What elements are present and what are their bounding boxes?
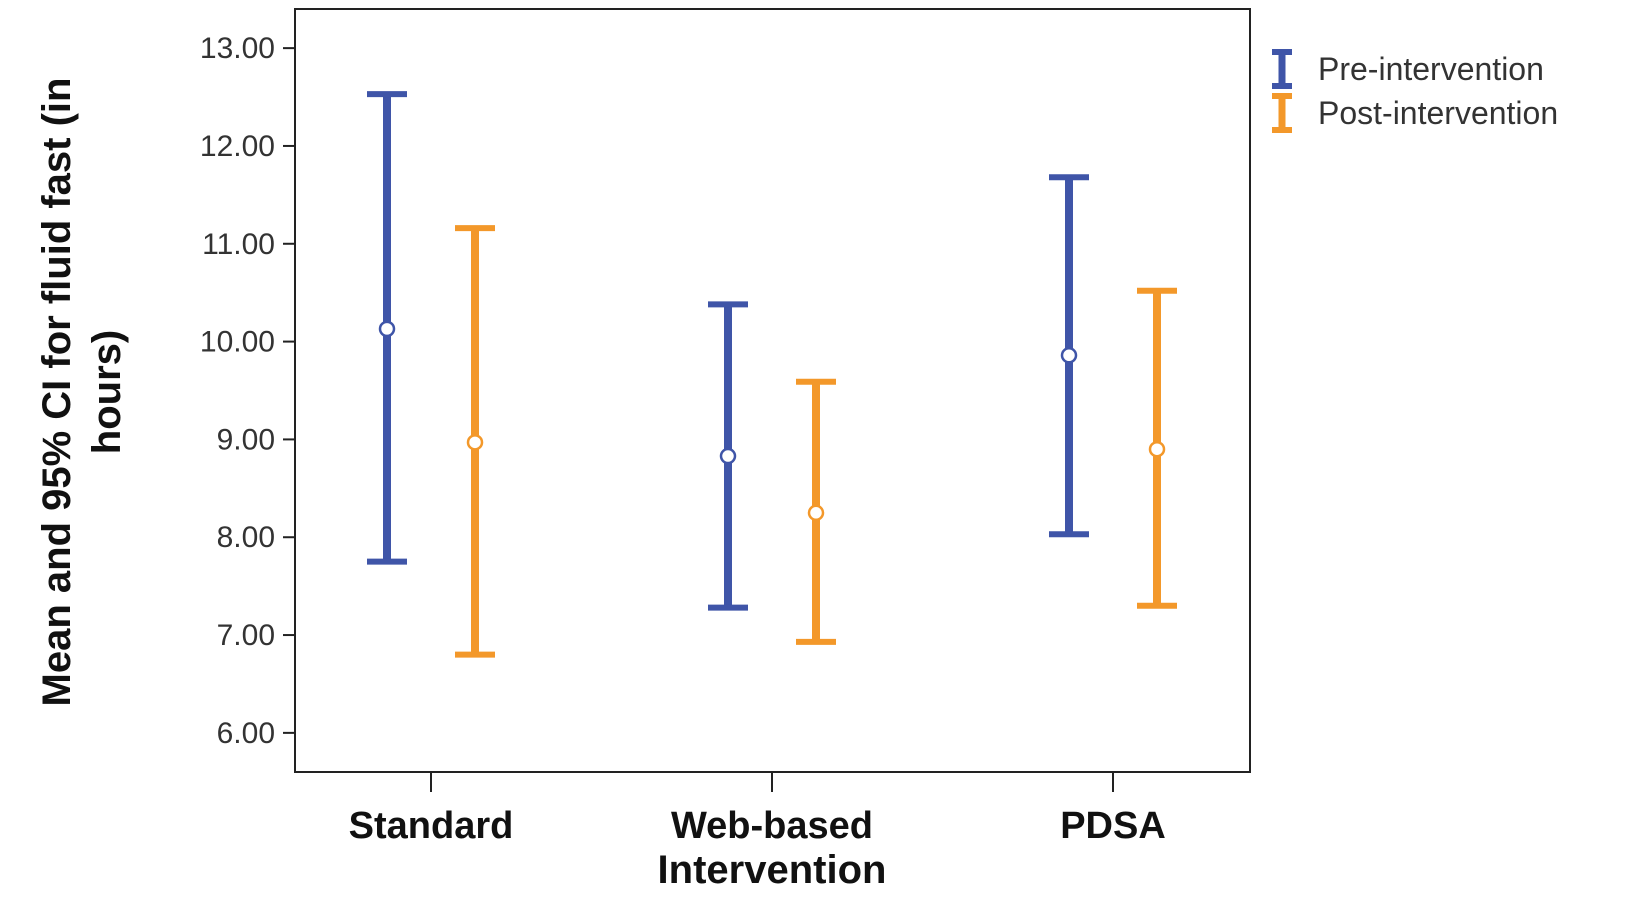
y-axis-title-line-2: hours) [85, 330, 129, 454]
mean-point [1060, 347, 1078, 364]
y-tick-label: 12.00 [200, 130, 275, 163]
x-tick-label: PDSA [1060, 805, 1166, 847]
legend-label: Post-intervention [1318, 95, 1558, 131]
error-bar-post-2 [1137, 287, 1177, 609]
legend-item-post: Post-intervention [1272, 93, 1558, 133]
y-tick-label: 10.00 [200, 326, 275, 359]
mean-point [807, 504, 825, 522]
error-bar-pre-0 [367, 91, 407, 565]
y-tick-label: 9.00 [217, 423, 275, 456]
legend: Pre-intervention Post-intervention [1272, 49, 1558, 133]
y-axis: 6.00 7.00 8.00 9.00 10.00 11.00 12.00 13.00 [200, 32, 295, 750]
y-tick-label: 6.00 [217, 717, 275, 750]
y-tick-label: 13.00 [200, 32, 275, 65]
y-tick-label: 8.00 [217, 521, 275, 554]
error-bar-post-1 [796, 378, 836, 645]
error-bars [367, 91, 1177, 658]
x-axis: Standard Web-based PDSA [349, 772, 1166, 847]
x-tick-label: Web-based [671, 805, 873, 847]
y-axis-title: Mean and 95% CI for fluid fast (in hours… [35, 78, 129, 707]
x-axis-title: Intervention [658, 848, 887, 892]
error-bar-pre-2 [1049, 174, 1089, 538]
legend-item-pre: Pre-intervention [1272, 49, 1544, 89]
error-bar-post-0 [455, 225, 495, 658]
y-tick-label: 7.00 [217, 619, 275, 652]
legend-label: Pre-intervention [1318, 51, 1544, 87]
y-axis-title-line-1: Mean and 95% CI for fluid fast (in [35, 78, 79, 707]
x-tick-label: Standard [349, 805, 514, 847]
mean-point [378, 320, 396, 338]
error-bar-pre-1 [708, 301, 748, 611]
plot-frame [294, 8, 1251, 773]
mean-point [1148, 440, 1166, 458]
y-tick-label: 11.00 [202, 228, 275, 261]
mean-point [466, 434, 484, 451]
mean-point [719, 447, 737, 465]
